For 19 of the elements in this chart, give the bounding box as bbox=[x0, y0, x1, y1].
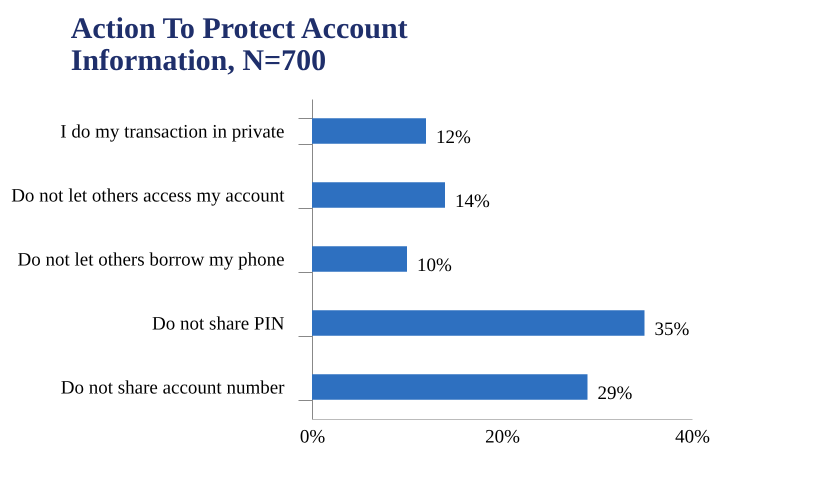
data-label: 35% bbox=[654, 319, 690, 340]
bar bbox=[312, 118, 426, 144]
bar bbox=[312, 310, 644, 336]
y-tick-label: Do not share account number bbox=[60, 378, 286, 398]
data-label: 12% bbox=[436, 127, 471, 148]
bar bbox=[312, 374, 588, 400]
data-label: 14% bbox=[455, 191, 490, 212]
data-label: 29% bbox=[598, 383, 632, 404]
y-tick-label: Do not let others access my account bbox=[11, 186, 286, 206]
chart-title: Action To Protect Account Information, N=700 bbox=[70, 12, 408, 77]
data-label: 10% bbox=[417, 255, 452, 276]
y-tick-label: I do my transaction in private bbox=[60, 122, 284, 142]
bar bbox=[312, 246, 407, 272]
y-tick-label: Do not let others borrow my phone bbox=[17, 250, 284, 270]
x-tick-label: 40% bbox=[675, 426, 710, 448]
x-tick-label: 20% bbox=[485, 426, 520, 448]
x-tick-label: 0% bbox=[300, 426, 326, 448]
bar bbox=[312, 182, 445, 208]
y-tick-label: Do not share PIN bbox=[152, 314, 285, 334]
